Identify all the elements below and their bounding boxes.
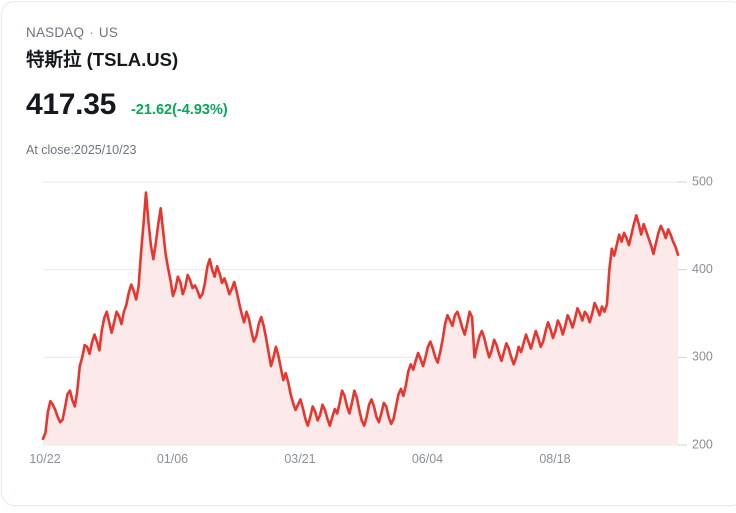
price-row: 417.35 -21.62(-4.93%) [26, 88, 228, 122]
price-change: -21.62(-4.93%) [130, 102, 228, 118]
chart-line [41, 191, 680, 441]
y-axis-tick-label: 400 [692, 262, 713, 276]
x-axis-tick-label: 03/21 [284, 452, 315, 466]
current-price: 417.35 [26, 88, 116, 121]
market-status-text: At close:2025/10/23 [26, 143, 137, 157]
x-axis-tick-label: 06/04 [412, 452, 443, 466]
chart-x-axis-labels: 10/22 01/06 03/21 06/04 08/18 [29, 452, 570, 466]
y-axis-tick-label: 300 [692, 350, 713, 364]
price-chart[interactable]: 500 400 300 200 10/22 01/06 03/21 06/04 08/18 [2, 162, 736, 482]
exchange-region: US [98, 25, 119, 40]
x-axis-tick-label: 08/18 [539, 452, 570, 466]
x-axis-tick-label: 10/22 [29, 452, 60, 466]
x-axis-tick-label: 01/06 [157, 452, 188, 466]
y-axis-tick-label: 500 [692, 174, 713, 188]
y-axis-tick-label: 200 [692, 437, 713, 451]
page-title: 特斯拉 (TSLA.US) [26, 49, 179, 70]
chart-svg: 500 400 300 200 10/22 01/06 03/21 06/04 08/18 [29, 174, 713, 466]
exchange-name: NASDAQ [26, 25, 85, 40]
exchange-row: NASDAQ · US [26, 25, 118, 40]
chart-y-axis-labels: 500 400 300 200 [692, 174, 713, 451]
exchange-separator: · [89, 25, 94, 40]
chart-area-fill [43, 192, 678, 445]
